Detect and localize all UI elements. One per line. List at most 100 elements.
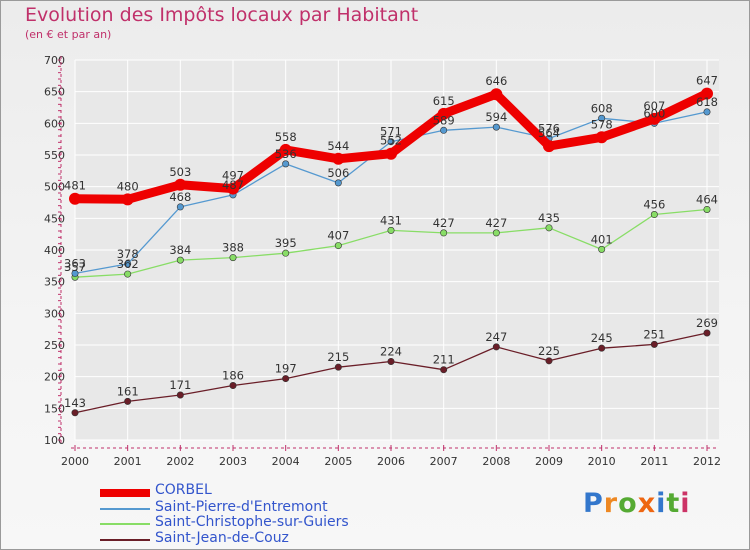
data-label: 362	[117, 257, 139, 271]
data-point	[176, 256, 184, 264]
y-tick-label: 550	[44, 149, 65, 162]
data-label: 506	[327, 166, 349, 180]
data-label: 468	[169, 190, 191, 204]
data-point	[650, 340, 658, 348]
data-point	[227, 182, 239, 195]
data-point	[701, 87, 713, 100]
x-tick-label: 2008	[482, 455, 510, 468]
y-tick-label: 100	[44, 434, 65, 447]
data-label: 171	[169, 378, 191, 392]
logo-letter: t	[666, 488, 681, 519]
data-point	[176, 203, 184, 211]
data-point	[176, 391, 184, 399]
data-label: 186	[222, 369, 244, 383]
data-label: 224	[380, 344, 402, 358]
legend-item-saint-jean[interactable]: Saint-Jean-de-Couz	[100, 530, 400, 548]
data-label: 615	[433, 94, 455, 108]
data-point	[124, 270, 132, 278]
data-label: 269	[696, 316, 718, 330]
data-point	[282, 160, 290, 168]
data-label: 388	[222, 241, 244, 255]
legend-label-saint-jean: Saint-Jean-de-Couz	[155, 530, 289, 546]
data-point	[440, 126, 448, 134]
data-point	[71, 409, 79, 417]
y-tick-label: 250	[44, 339, 65, 352]
data-point	[229, 254, 237, 262]
y-tick-label: 450	[44, 212, 65, 225]
data-label: 608	[591, 101, 613, 115]
data-point	[124, 397, 132, 405]
data-point	[332, 152, 345, 165]
legend-label-saint-christophe: Saint-Christophe-sur-Guiers	[155, 514, 349, 530]
x-tick-label: 2010	[588, 455, 616, 468]
y-tick-label: 500	[44, 181, 65, 194]
x-tick-label: 2003	[219, 455, 247, 468]
logo-letter: i	[656, 488, 667, 519]
data-label: 576	[538, 122, 560, 136]
data-label: 225	[538, 344, 560, 358]
data-label: 464	[696, 192, 718, 206]
chart-subtitle: (en € et par an)	[25, 28, 112, 41]
data-labels: 143 161 171 186 197 215 224 211 247 225 245 251 269 3…	[64, 74, 718, 410]
data-label: 497	[222, 169, 244, 183]
data-point	[334, 242, 342, 250]
data-point	[334, 179, 342, 187]
legend-item-saint-christophe[interactable]: Saint-Christophe-sur-Guiers	[100, 514, 400, 532]
logo-letter: x	[637, 488, 657, 519]
x-tick-label: 2002	[166, 455, 194, 468]
data-point	[492, 229, 500, 237]
data-point	[334, 363, 342, 371]
legend-item-saint-pierre[interactable]: Saint-Pierre-d'Entremont	[100, 499, 400, 517]
y-tick-label: 300	[44, 307, 65, 320]
y-tick-label: 400	[44, 244, 65, 257]
data-point	[282, 249, 290, 257]
y-tick-label: 700	[44, 54, 65, 67]
data-point	[440, 366, 448, 374]
data-label: 558	[275, 130, 297, 144]
data-point	[440, 229, 448, 237]
x-tick-label: 2012	[693, 455, 721, 468]
data-point	[229, 382, 237, 390]
data-label: 161	[117, 384, 139, 398]
data-label: 395	[275, 236, 297, 250]
proxiti-logo: Proxiti	[583, 488, 691, 519]
legend-label-saint-pierre: Saint-Pierre-d'Entremont	[155, 499, 328, 515]
series-lines	[69, 87, 713, 417]
logo-letter: i	[680, 488, 691, 519]
data-point	[124, 260, 132, 268]
data-label: 578	[591, 117, 613, 131]
data-label: 401	[591, 232, 613, 246]
data-point	[545, 357, 553, 365]
data-point	[543, 140, 555, 153]
legend-item-corbel[interactable]: CORBEL	[100, 482, 400, 500]
x-tick-label: 2004	[272, 455, 300, 468]
data-point	[71, 269, 79, 277]
data-label: 594	[485, 110, 507, 124]
data-point	[650, 211, 658, 219]
data-label: 427	[485, 216, 507, 230]
data-label: 571	[380, 125, 402, 139]
data-label: 427	[433, 216, 455, 230]
x-tick-label: 2006	[377, 455, 405, 468]
x-tick-label: 2007	[430, 455, 458, 468]
data-label: 197	[275, 362, 297, 376]
data-point	[174, 178, 187, 191]
data-label: 481	[64, 179, 86, 193]
data-point	[69, 192, 81, 205]
logo-letter: r	[603, 488, 619, 519]
data-label: 618	[696, 95, 718, 109]
data-point	[598, 245, 606, 253]
x-tick-label: 2009	[535, 455, 563, 468]
data-label: 456	[643, 198, 665, 212]
data-label: 647	[696, 74, 718, 88]
data-label: 143	[64, 396, 86, 410]
data-label: 384	[169, 243, 191, 257]
data-point	[437, 107, 450, 120]
data-point	[387, 226, 395, 234]
y-tick-label: 350	[44, 276, 65, 289]
data-label: 544	[327, 139, 349, 153]
data-label: 503	[169, 165, 191, 179]
x-tick-label: 2000	[61, 455, 89, 468]
data-point	[492, 343, 500, 351]
y-tick-label: 200	[44, 371, 65, 384]
